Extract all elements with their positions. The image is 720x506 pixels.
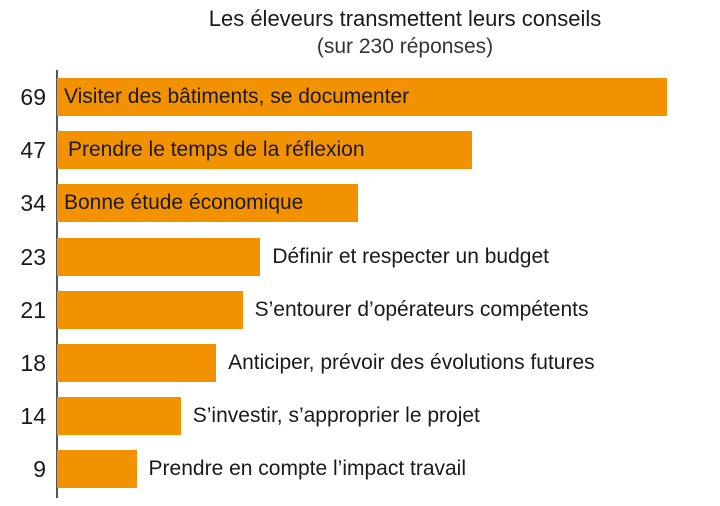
bar-label: Définir et respecter un budget [272, 244, 549, 268]
bar [57, 184, 358, 223]
bar-value: 34 [20, 190, 46, 217]
bar-label: Visiter des bâtiments, se documenter [64, 85, 410, 108]
bar-value: 23 [20, 243, 46, 270]
bar [57, 131, 473, 170]
bar-label: Prendre en compte l’impact travail [148, 457, 467, 481]
chart-subtitle: (sur 230 réponses) [316, 35, 494, 58]
y-axis-line [56, 70, 58, 498]
bar-value: 69 [20, 84, 46, 110]
bar-value: 21 [20, 296, 46, 323]
bar-row: 14 S’investir, s’approprier le projet [0, 397, 720, 436]
bar [57, 344, 217, 382]
bar [57, 450, 137, 489]
bar [57, 397, 181, 436]
bar-value: 18 [20, 350, 46, 376]
bar-row: 23 Définir et respecter un budget [0, 237, 720, 276]
bar-row: 69 Visiter des bâtiments, se documenter [0, 78, 720, 116]
bar-row: 21 S’entourer d’opérateurs compétents [0, 290, 720, 329]
bar-value: 14 [20, 403, 46, 430]
bar-label: S’investir, s’approprier le projet [192, 404, 480, 428]
bar-value: 9 [33, 456, 46, 483]
bar-row: 47 Prendre le temps de la réflexion [0, 131, 720, 170]
bar [57, 237, 261, 276]
bar-label: Bonne étude économique [64, 191, 304, 215]
bar-label: Prendre le temps de la réflexion [68, 138, 365, 162]
bar-row: 18 Anticiper, prévoir des évolutions futu… [0, 344, 720, 382]
bar-value: 47 [20, 137, 46, 164]
bar-label: S’entourer d’opérateurs compétents [254, 297, 589, 321]
bar [57, 78, 667, 116]
bar [57, 290, 243, 329]
bar-label: Anticiper, prévoir des évolutions future… [228, 351, 595, 374]
bar-row: 9 Prendre en compte l’impact travail [0, 450, 720, 489]
chart-title: Les éleveurs transmettent leurs conseils [208, 6, 602, 31]
bar-row: 34 Bonne étude économique [0, 184, 720, 223]
